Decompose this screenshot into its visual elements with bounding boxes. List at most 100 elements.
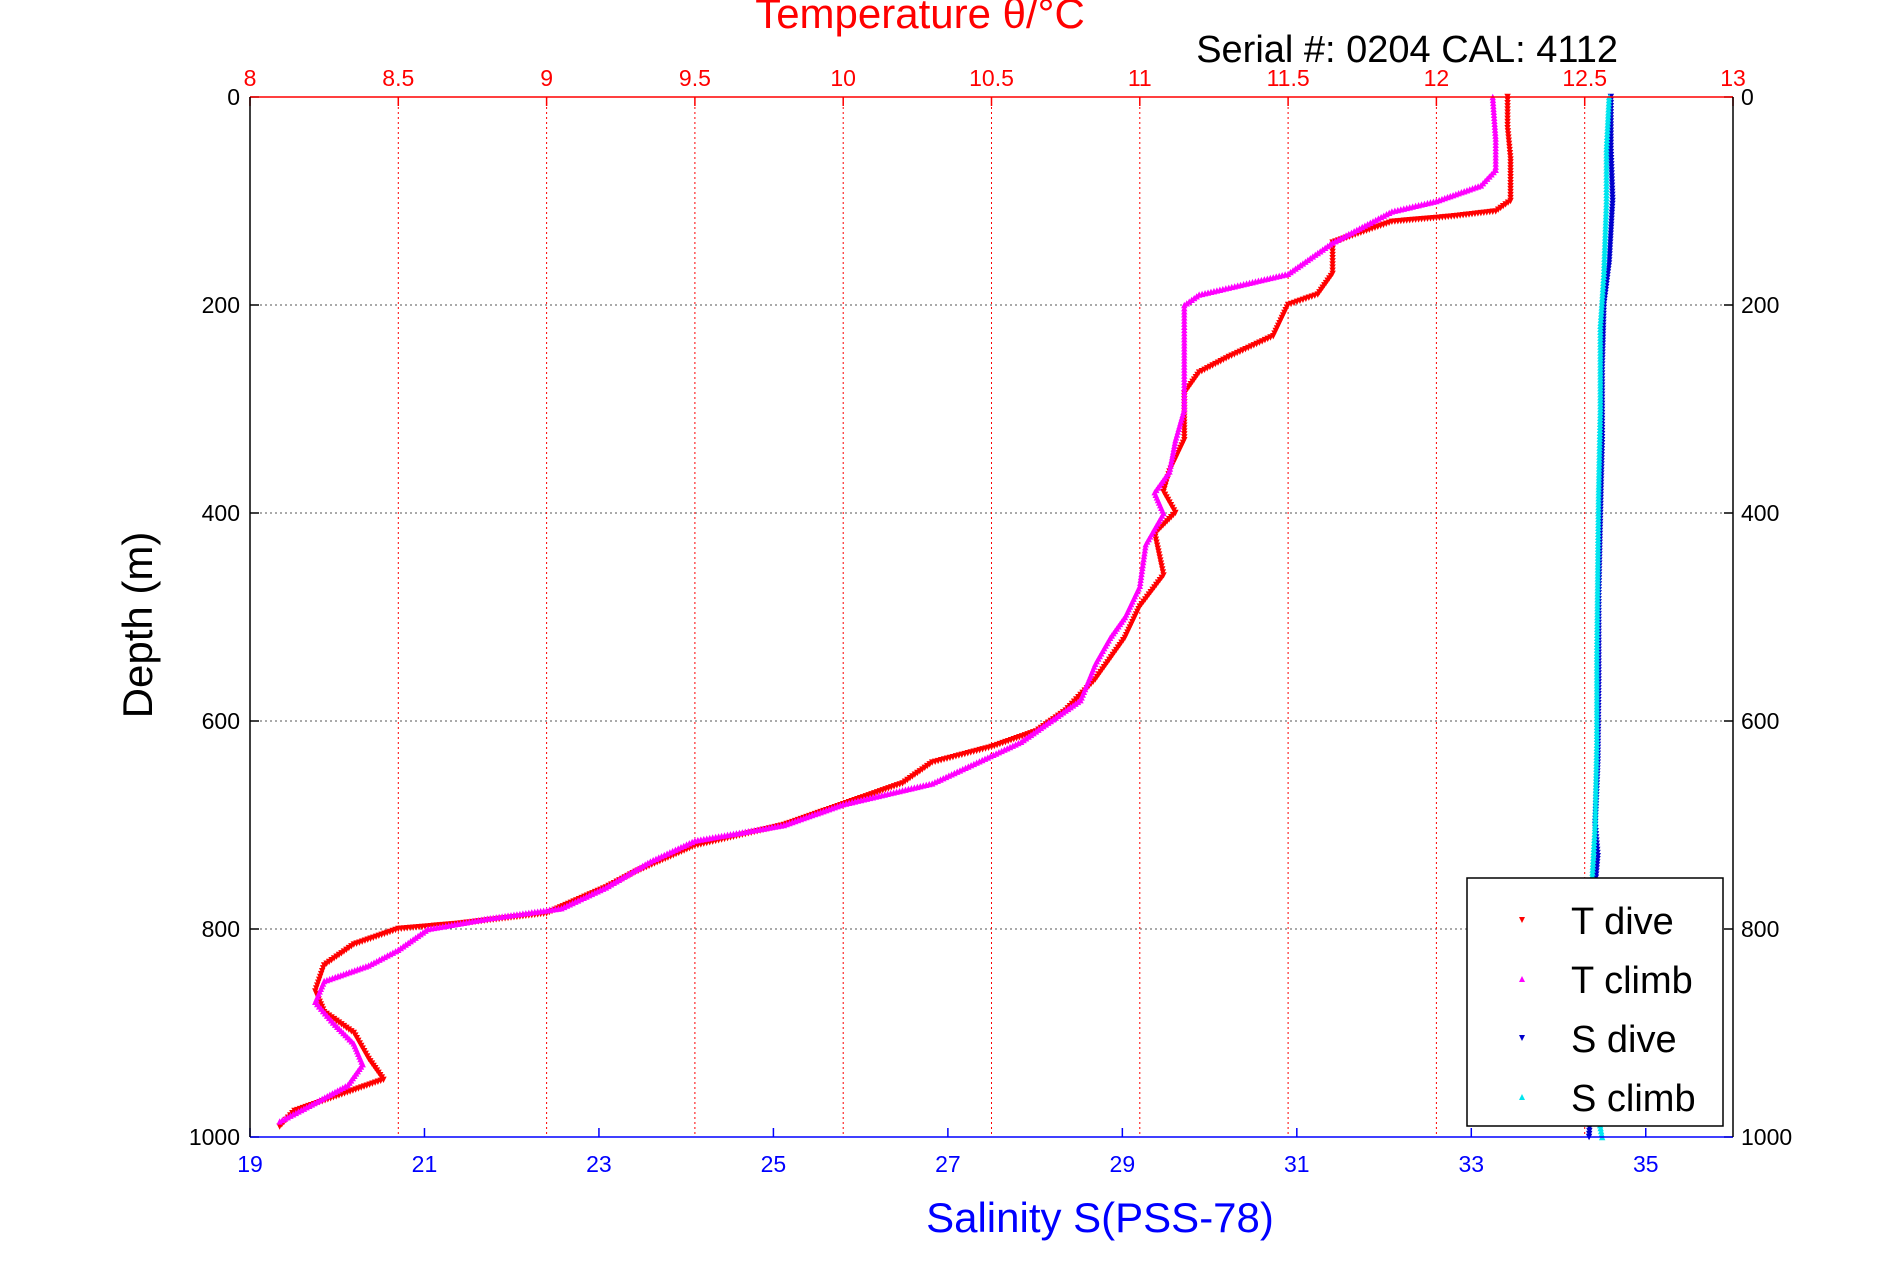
series-point-t-dive [338,950,345,957]
series-point-t-dive [323,960,330,967]
axes: 0 0 200 200 400 400 600 600 800 800 1000 1000 8 8.5 9 9… [189,65,1792,1177]
series-point-t-dive [340,1022,348,1030]
series-point-t-climb [1490,108,1498,116]
series-point-t-climb [1170,445,1177,452]
series-point-t-dive [916,768,924,775]
series-point-t-dive [914,769,921,777]
series-point-t-climb [1171,442,1178,450]
series-point-s-climb [1601,237,1609,244]
series-point-t-climb [1167,459,1175,467]
series-point-t-climb [1141,546,1149,554]
series-point-t-dive [330,955,338,962]
series-point-s-climb [1590,839,1598,847]
series-point-s-climb [1602,222,1609,229]
series-point-t-dive [328,957,335,964]
series-point-t-dive [1494,206,1502,213]
series-point-s-climb [1589,869,1596,876]
series-point-t-dive [919,766,926,773]
series-point-s-climb [1602,219,1609,226]
series-point-s-climb [1590,854,1597,861]
top-x-tick-label: 8.5 [382,65,414,91]
series-point-t-dive [340,948,348,955]
y-axis-title: Depth (m) [114,532,161,719]
series-point-s-climb [1591,833,1598,841]
series-point-t-climb [1492,129,1499,136]
series-point-s-climb [1591,827,1599,835]
series-point-t-dive [333,1017,340,1025]
top-x-tick-label: 11.5 [1267,65,1310,91]
series-point-s-climb [1601,255,1608,262]
legend-label-s-dive: S dive [1571,1019,1677,1061]
series-point-t-climb [1142,543,1149,551]
series-point-s-climb [1602,212,1610,220]
series-point-s-climb [1591,836,1598,844]
series-point-t-dive [924,762,931,770]
series-point-s-climb [1602,228,1609,235]
series-point-s-climb [1591,821,1599,829]
series-point-t-climb [1140,555,1147,563]
bottom-x-tick-label: 27 [935,1151,961,1177]
series-point-t-dive [1497,204,1504,212]
series-point-s-climb [1590,848,1597,855]
legend: T dive T climb S dive S climb [1466,877,1724,1127]
series-point-t-climb [1166,465,1174,472]
legend-marker-s-climb [1519,1094,1525,1100]
top-x-tick-label: 12 [1424,65,1450,91]
series-point-t-dive [928,759,936,766]
chart-subtitle: Serial #: 0204 CAL: 4112 [1196,29,1618,71]
series-point-s-climb [1604,121,1611,128]
y-tick-label: 1000 [189,1124,240,1150]
series-point-s-climb [1602,206,1610,214]
series-point-t-dive [926,761,933,768]
series-point-s-climb [1600,276,1607,284]
y-tick-label-right: 1000 [1741,1124,1792,1150]
series-point-s-climb [1601,240,1609,247]
series-point-s-climb [1589,860,1597,867]
series-point-s-climb [1602,216,1610,223]
series-point-s-climb [1598,307,1605,314]
series-point-s-climb [1601,258,1608,265]
series-point-s-climb [1601,243,1609,250]
series-point-s-climb [1605,102,1612,110]
y-tick-label: 0 [227,84,240,110]
series-point-s-climb [1599,282,1607,290]
series-point-s-climb [1603,200,1610,208]
series-point-t-dive [328,1014,335,1021]
series-point-t-dive [343,946,350,953]
series-point-t-climb [1142,541,1149,548]
series-point-t-dive [333,953,340,960]
top-x-tick-label: 9 [540,65,553,91]
top-x-tick-label: 10.5 [969,65,1014,91]
series-point-s-climb [1598,304,1605,311]
series-point-t-dive [348,943,355,950]
series-point-s-climb [1590,845,1598,852]
series-point-t-dive [348,1028,355,1035]
series-point-s-climb [1604,130,1611,137]
series-point-s-climb [1597,316,1605,323]
series-point-t-dive [909,773,916,780]
series-point-t-climb [1491,126,1499,133]
top-x-tick-label: 13 [1720,65,1746,91]
legend-label-t-climb: T climb [1571,960,1693,1002]
series-point-t-climb [1489,99,1497,107]
series-t-climb [276,93,1499,1125]
series-point-t-climb [1141,549,1148,557]
series-point-t-dive [345,944,353,952]
series-point-s-climb [1589,863,1597,870]
series-point-t-climb [1491,114,1498,121]
series-point-s-climb [1598,310,1605,317]
series-point-s-climb [1602,234,1609,241]
series-point-t-dive [345,1026,353,1033]
y-tick-label-right: 600 [1741,708,1779,734]
y-tick-label: 800 [202,916,240,942]
series-point-t-dive [906,775,914,782]
series-point-s-climb [1598,1130,1605,1138]
series-point-t-climb [1137,579,1144,587]
series-point-t-dive [335,1019,343,1026]
series-point-t-climb [1138,570,1145,578]
series-point-s-climb [1604,124,1611,131]
series-point-s-climb [1602,209,1610,217]
series-point-t-climb [1137,573,1145,581]
series-point-t-climb [1491,123,1499,130]
series-point-s-climb [1600,270,1608,277]
